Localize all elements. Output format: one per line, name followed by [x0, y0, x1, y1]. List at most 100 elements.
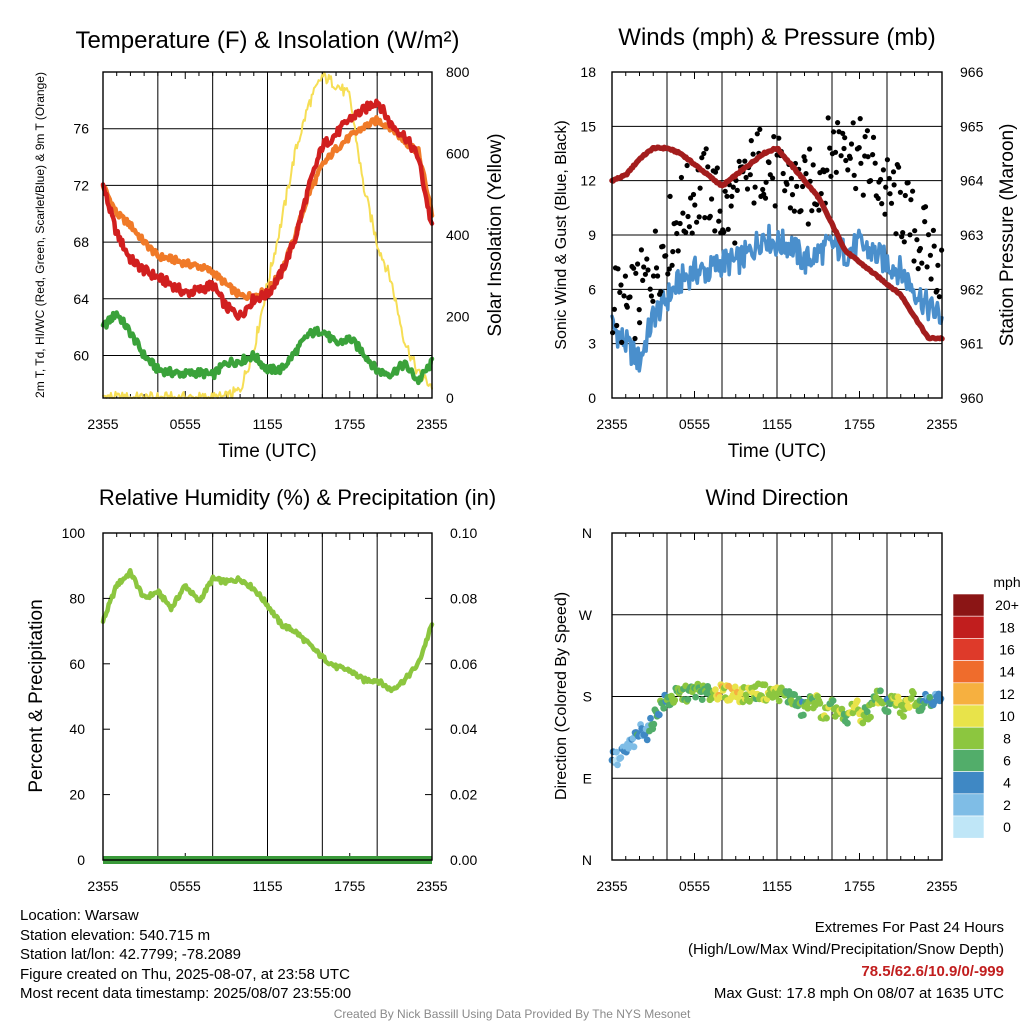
gust-point — [635, 261, 641, 267]
gust-point — [760, 186, 766, 193]
gust-point — [891, 182, 897, 188]
latlon-text: Station lat/lon: 42.7799; -78.2089 — [20, 946, 242, 963]
gust-point — [935, 262, 941, 268]
gust-point — [872, 160, 878, 166]
gust-point — [702, 215, 708, 221]
gust-point — [896, 164, 902, 170]
colorbar-swatch — [952, 726, 985, 750]
gust-point — [640, 277, 646, 283]
direction-point — [630, 743, 638, 751]
y-tick-label: S — [583, 689, 592, 705]
x-tick-label: 2355 — [596, 878, 627, 894]
y2-tick-label: 965 — [960, 118, 984, 134]
gust-point — [882, 211, 888, 217]
gust-point — [879, 201, 885, 207]
direction-point — [905, 704, 913, 711]
gust-point — [761, 191, 767, 197]
gust-point — [856, 145, 862, 151]
gust-point — [787, 205, 794, 211]
direction-point — [775, 697, 783, 705]
colorbar-swatch — [952, 704, 985, 728]
gust-point — [890, 169, 897, 175]
gust-point — [813, 202, 820, 208]
gust-point — [899, 234, 905, 240]
gust-point — [648, 293, 655, 299]
y2-tick-label: 966 — [960, 64, 984, 80]
y2-tick-label: 0.08 — [450, 590, 477, 606]
gust-point — [927, 252, 934, 258]
gust-point — [688, 195, 694, 201]
gust-point — [919, 260, 925, 266]
direction-point — [761, 681, 769, 689]
gust-point — [714, 165, 720, 171]
gust-point — [908, 197, 914, 203]
gust-point — [824, 167, 830, 173]
gust-point — [725, 226, 731, 232]
colorbar-label: 18 — [999, 619, 1015, 635]
gust-point — [853, 185, 859, 192]
gust-point — [670, 249, 676, 255]
gust-point — [931, 243, 937, 249]
gust-point — [816, 207, 822, 213]
gust-point — [744, 186, 751, 192]
gust-point — [701, 150, 707, 157]
colorbar-label: 20+ — [995, 597, 1019, 613]
gust-point — [915, 266, 921, 272]
gust-point — [645, 267, 651, 273]
gust-point — [843, 157, 849, 164]
direction-point — [698, 696, 706, 703]
gust-point — [669, 262, 675, 268]
gust-point — [832, 149, 839, 155]
x-axis-title: Time (UTC) — [218, 441, 317, 462]
gust-point — [838, 153, 844, 159]
y2-tick-label: 0.04 — [450, 721, 477, 737]
gust-point — [807, 146, 813, 152]
gust-point — [842, 135, 848, 141]
plot-border-2 — [611, 71, 943, 399]
colorbar-swatch — [952, 593, 985, 617]
gust-point — [883, 184, 889, 190]
gust-point — [928, 276, 934, 282]
gust-point — [624, 304, 630, 310]
gust-point — [772, 203, 778, 209]
x-tick-label: 1155 — [252, 416, 282, 432]
gust-point — [782, 188, 788, 194]
gust-point — [690, 191, 697, 198]
gust-point — [762, 195, 769, 201]
y-tick-label: E — [583, 770, 592, 786]
direction-point — [614, 761, 621, 769]
gust-point — [709, 196, 715, 202]
gust-point — [910, 188, 916, 194]
recent-text: Most recent data timestamp: 2025/08/07 2… — [20, 985, 352, 1002]
gust-point — [622, 273, 629, 279]
credit-text: Created By Nick Bassill Using Data Provi… — [333, 1007, 691, 1021]
y2-tick-label: 0.06 — [450, 656, 477, 672]
gust-point — [717, 208, 723, 214]
colorbar-swatch — [952, 615, 985, 639]
y2-tick-label: 800 — [446, 64, 470, 80]
y2-tick-label: 962 — [960, 281, 984, 297]
gust-point — [663, 253, 669, 259]
x-axis-title: Time (UTC) — [728, 441, 827, 462]
gust-point — [696, 214, 702, 220]
y-tick-label: 64 — [73, 291, 89, 307]
y-axis-title: Sonic Wind & Gust (Blue, Black) — [553, 120, 570, 349]
chart-title: Temperature (F) & Insolation (W/m²) — [75, 27, 459, 54]
gust-point — [716, 218, 722, 224]
gust-point — [750, 151, 756, 157]
gust-point — [684, 162, 690, 169]
gust-point — [642, 271, 649, 277]
gust-point — [751, 200, 757, 206]
gust-point — [712, 169, 719, 175]
gust-point — [631, 265, 637, 271]
x-tick-label: 2355 — [596, 416, 627, 432]
y-tick-label: 3 — [588, 336, 596, 352]
plot-border-4 — [611, 532, 943, 861]
direction-point — [926, 693, 934, 701]
y-tick-label: 6 — [588, 281, 596, 297]
gust-point — [845, 167, 851, 173]
gust-point — [686, 224, 693, 230]
gust-point — [658, 288, 664, 295]
gust-point — [803, 171, 809, 177]
